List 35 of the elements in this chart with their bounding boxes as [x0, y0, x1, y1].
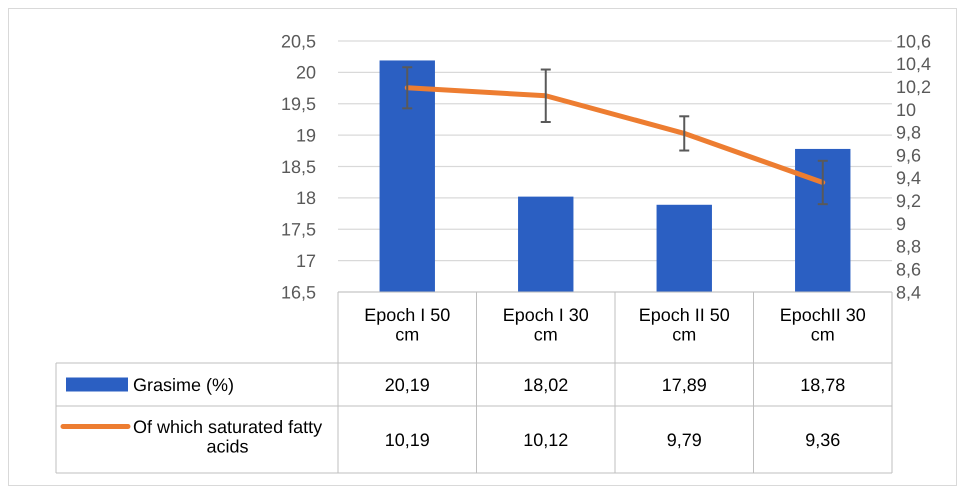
y-tick-label: 17	[296, 250, 316, 271]
y-tick-label: 19,5	[280, 94, 316, 114]
y2-tick-label: 10,2	[896, 76, 932, 97]
x-tick-label: Epoch II 50 cm	[638, 304, 730, 344]
x-tick-label: Epoch I 50 cm	[364, 304, 450, 344]
data-label: 10,19	[384, 430, 430, 450]
y-tick-label: 16,5	[280, 282, 316, 302]
y2-tick-label: 9,4	[896, 168, 922, 188]
data-label: 18,78	[800, 374, 846, 395]
y-tick-label: 18,5	[280, 156, 316, 177]
y2-tick-label: 8,8	[896, 236, 922, 257]
y-tick-label: 18	[296, 188, 316, 208]
legend-label: Grasime (%)	[133, 374, 234, 395]
y2-tick-label: 8,4	[896, 282, 922, 302]
y2-tick-label: 9	[896, 214, 906, 234]
data-label: 18,02	[523, 374, 568, 395]
data-label: 10,12	[523, 430, 568, 450]
data-label: 17,89	[662, 374, 707, 395]
data-label: 9,79	[666, 430, 702, 450]
y-tick-label: 20	[296, 62, 316, 83]
x-tick-label: EpochII 30 cm	[780, 304, 866, 344]
y2-tick-label: 9,8	[896, 122, 922, 143]
y2-tick-label: 10,4	[896, 54, 932, 74]
data-label: 9,36	[805, 430, 840, 450]
y2-tick-label: 10	[896, 100, 916, 120]
x-tick-label: Epoch I 30 cm	[502, 304, 589, 344]
y2-tick-label: 8,6	[896, 259, 922, 280]
data-label: 20,19	[384, 374, 430, 395]
y-tick-label: 20,5	[280, 31, 316, 52]
y2-tick-label: 9,2	[896, 191, 922, 212]
y2-tick-label: 9,6	[896, 145, 922, 166]
legend-label: Of which saturated fatty acids	[133, 416, 322, 456]
y-tick-label: 17,5	[280, 220, 316, 240]
y2-tick-label: 10,6	[896, 31, 932, 52]
y-tick-label: 19	[296, 125, 316, 146]
